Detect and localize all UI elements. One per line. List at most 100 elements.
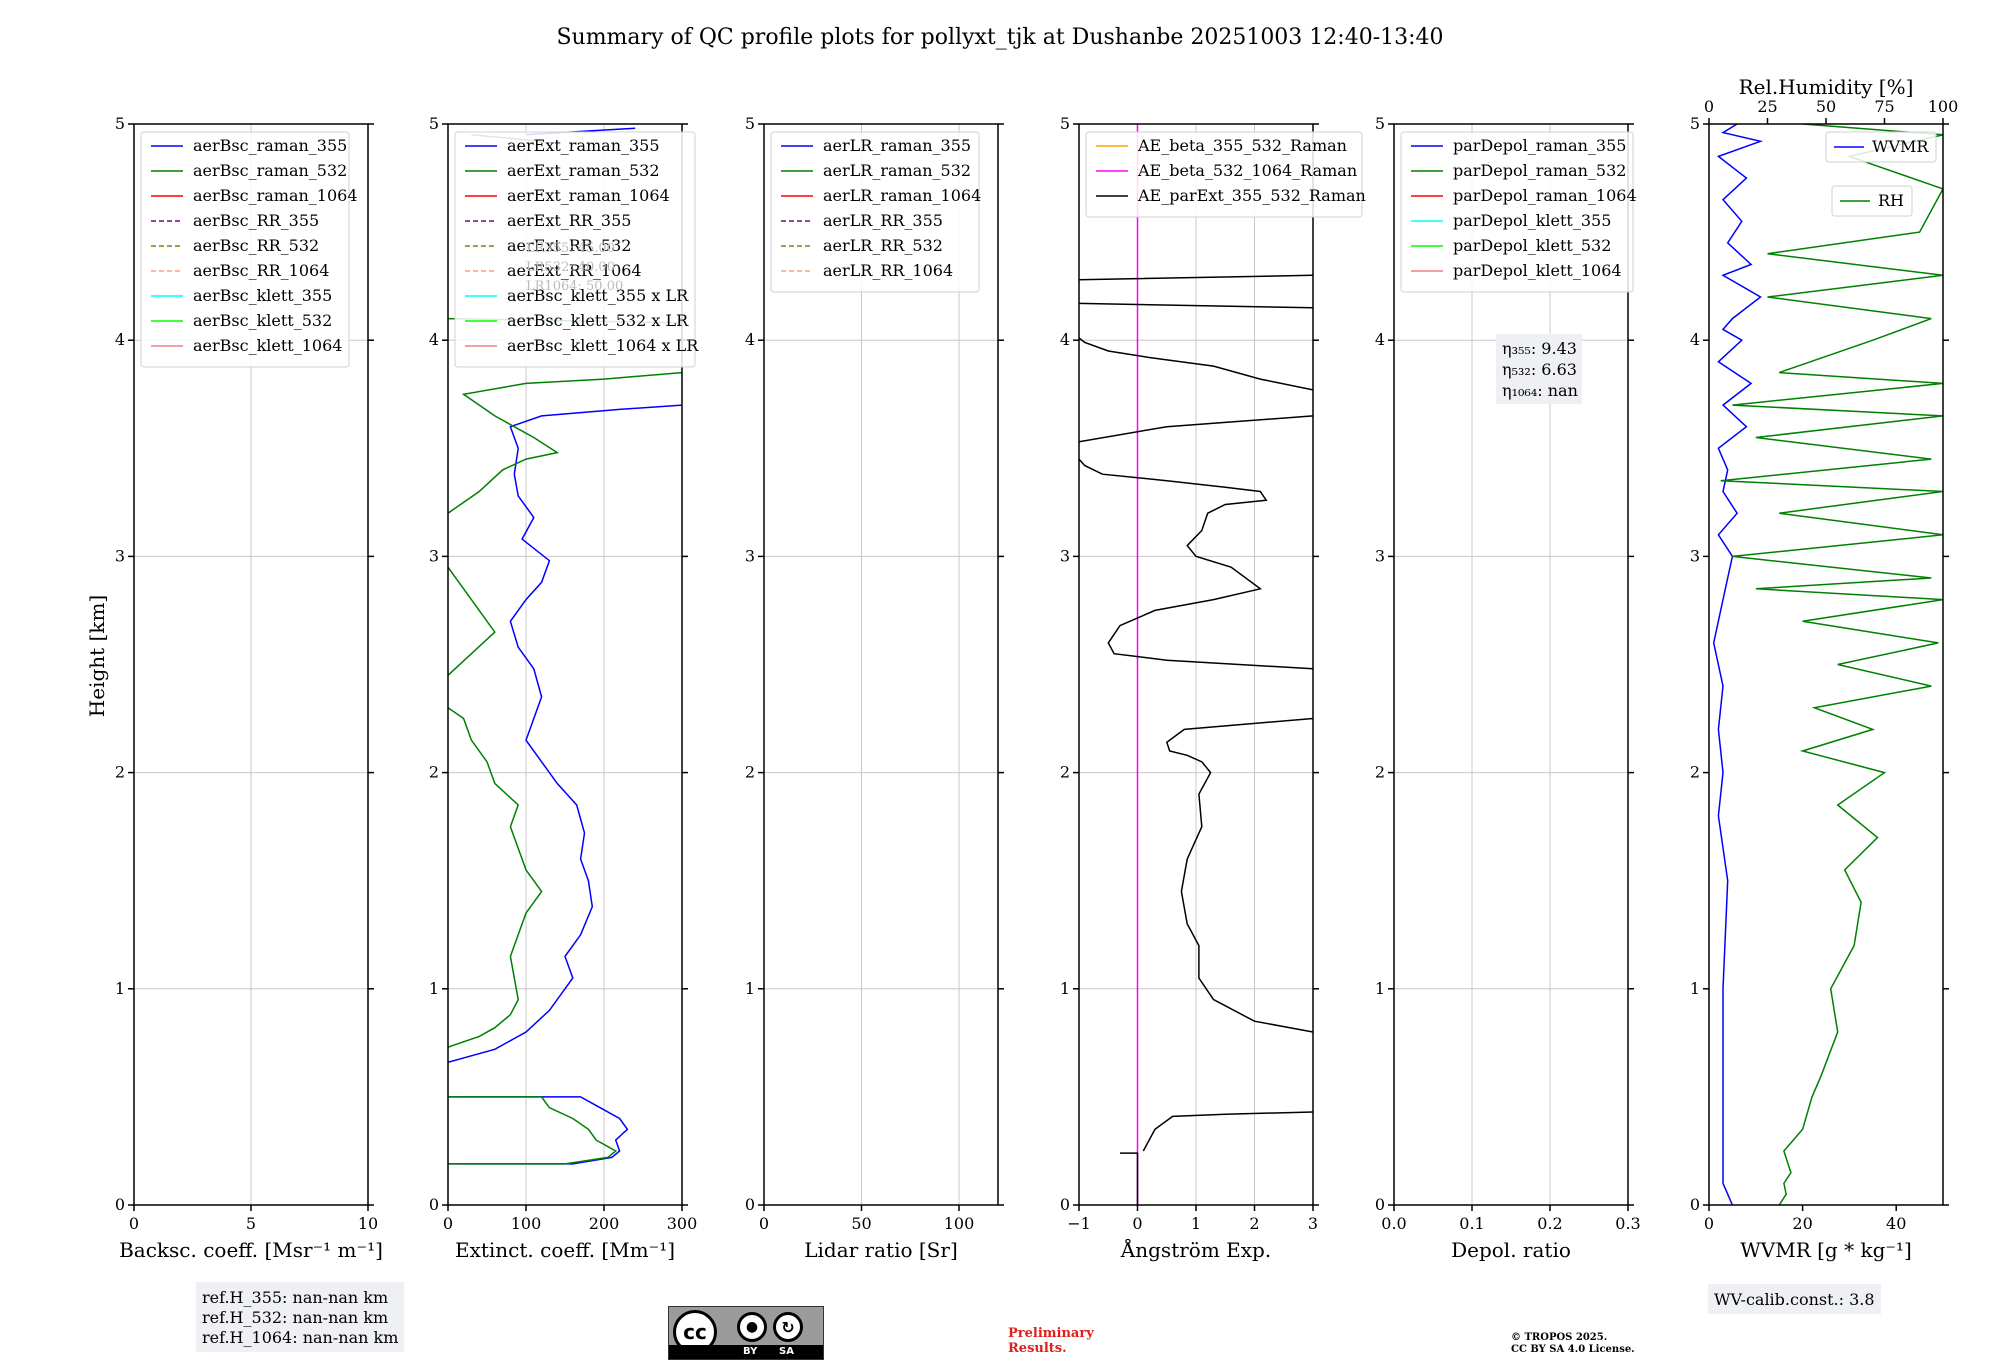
y-tick-label: 5 [1690,114,1700,133]
y-tick-label: 0 [1375,1195,1385,1214]
x-axis-label: WVMR [g * kg⁻¹] [1740,1238,1912,1262]
legend-label: RH [1878,191,1904,210]
x-tick-label: −1 [1067,1214,1091,1233]
x-axis-label: Backsc. coeff. [Msr⁻¹ m⁻¹] [119,1238,383,1262]
legend-label: parDepol_raman_1064 [1453,186,1637,205]
x-tick-label: 0 [129,1214,139,1233]
y-tick-label: 0 [429,1195,439,1214]
legend-label: aerBsc_raman_1064 [193,186,358,205]
x-tick-label: 50 [851,1214,871,1233]
legend-label: AE_beta_532_1064_Raman [1137,161,1357,180]
y-tick-label: 2 [115,763,125,782]
legend-label: aerLR_RR_1064 [823,261,953,280]
y-tick-label: 5 [1060,114,1070,133]
y-tick-label: 1 [1690,979,1700,998]
y-tick-label: 2 [745,763,755,782]
legend-label: parDepol_klett_1064 [1453,261,1622,280]
cc-badge-bar: BY SA [669,1345,823,1359]
legend-label: aerBsc_RR_355 [193,211,319,230]
series-group [1712,124,1943,1205]
legend-wvmr: WVMR [1825,131,1937,163]
y-tick-label: 4 [429,330,439,349]
by-label: BY [743,1346,758,1357]
y-tick-label: 1 [429,979,439,998]
y-tick-label: 1 [115,979,125,998]
copyright-line-1: © TROPOS 2025. [1511,1332,1608,1343]
legend-label: aerBsc_raman_355 [193,136,347,155]
y-tick-label: 5 [429,114,439,133]
cc-license-badge: cc ● ↻ BY SA [668,1306,824,1360]
x-tick-label: 10 [358,1214,378,1233]
lidar-ratio-annotation: LR532: 40.00 [526,260,615,275]
legend-label: parDepol_raman_532 [1453,161,1626,180]
legend-label: aerBsc_klett_532 x LR [507,311,689,330]
series-group [448,127,682,1165]
legend-label: parDepol_raman_355 [1453,136,1626,155]
series-line-aerExt_raman_532 [448,134,682,1165]
eta-box-bg [1496,334,1582,404]
copyright-note: © TROPOS 2025. CC BY SA 4.0 License. [1511,1332,1635,1356]
person-icon: ● [737,1312,767,1342]
wv-calibration-box: WV-calib.const.: 3.8 [1708,1284,1881,1314]
x-axis-label: Lidar ratio [Sr] [804,1238,958,1262]
legend-box [1085,131,1363,218]
y-tick-label: 1 [1375,979,1385,998]
share-alike-icon: ↻ [773,1312,803,1342]
legend-label: aerBsc_klett_355 [193,286,332,305]
legend-label: WVMR [1872,137,1929,156]
y-tick-label: 0 [1690,1195,1700,1214]
axes-frame [447,123,683,1206]
x-tick-label: 300 [667,1214,698,1233]
x-tick-label: 0 [1704,1214,1714,1233]
legend: parDepol_raman_355 parDepol_raman_532 parD… [1400,131,1637,293]
legend-label: aerLR_raman_1064 [823,186,981,205]
legend-box [1831,185,1913,217]
preliminary-line-2: Results. [1008,1341,1067,1356]
legend-label: AE_beta_355_532_Raman [1137,136,1347,155]
legend-box [1400,131,1634,293]
x-tick-label: 0.3 [1615,1214,1640,1233]
x-tick-label: 20 [1792,1214,1812,1233]
y-tick-label: 3 [1375,546,1385,565]
top-x-tick-label: 50 [1816,97,1836,116]
legend-rh: RH [1831,185,1913,217]
top-x-tick-label: 0 [1704,97,1714,116]
copyright-line-2: CC BY SA 4.0 License. [1511,1344,1635,1355]
eta-line: η₅₃₂: 6.63 [1502,360,1577,379]
y-tick-label: 2 [1375,763,1385,782]
legend-label: aerBsc_klett_1064 x LR [507,336,699,355]
series-line-AE_parExt_355_532_Raman [1079,274,1313,1205]
legend-label: aerLR_raman_532 [823,161,971,180]
x-tick-label: 100 [944,1214,975,1233]
legend-label: aerLR_RR_355 [823,211,943,230]
x-tick-label: 0.2 [1537,1214,1562,1233]
y-tick-label: 4 [745,330,755,349]
y-tick-label: 4 [1690,330,1700,349]
top-x-tick-label: 25 [1757,97,1777,116]
figure-title: Summary of QC profile plots for pollyxt_… [556,25,1443,50]
eta-line: η₁₀₆₄: nan [1502,381,1578,400]
x-tick-label: 200 [589,1214,620,1233]
top-x-tick-label: 75 [1874,97,1894,116]
x-axis-label: Extinct. coeff. [Mm⁻¹] [455,1238,675,1262]
y-tick-label: 0 [115,1195,125,1214]
y-tick-label: 3 [1690,546,1700,565]
y-tick-label: 4 [1060,330,1070,349]
series-line-RH [1720,124,1943,1205]
axes-frame [763,123,999,1206]
legend: aerBsc_raman_355 aerBsc_raman_532 aerBsc_r… [140,131,358,368]
legend-label: aerExt_RR_355 [507,211,631,230]
top-x-tick-label: 100 [1928,97,1959,116]
legend-label: parDepol_klett_532 [1453,236,1611,255]
lidar-ratio-annotation: LR1064: 50.00 [526,279,623,294]
sa-label: SA [779,1346,794,1357]
legend-label: aerBsc_raman_532 [193,161,347,180]
x-tick-label: 0 [759,1214,769,1233]
legend-label: aerBsc_klett_532 [193,311,332,330]
panel-5: 0 1 2 3 4 5 0.0 0.1 0.2 0.3 Depol. ratio parDepol_r… [1375,114,1641,1262]
legend-label: aerExt_raman_1064 [507,186,670,205]
